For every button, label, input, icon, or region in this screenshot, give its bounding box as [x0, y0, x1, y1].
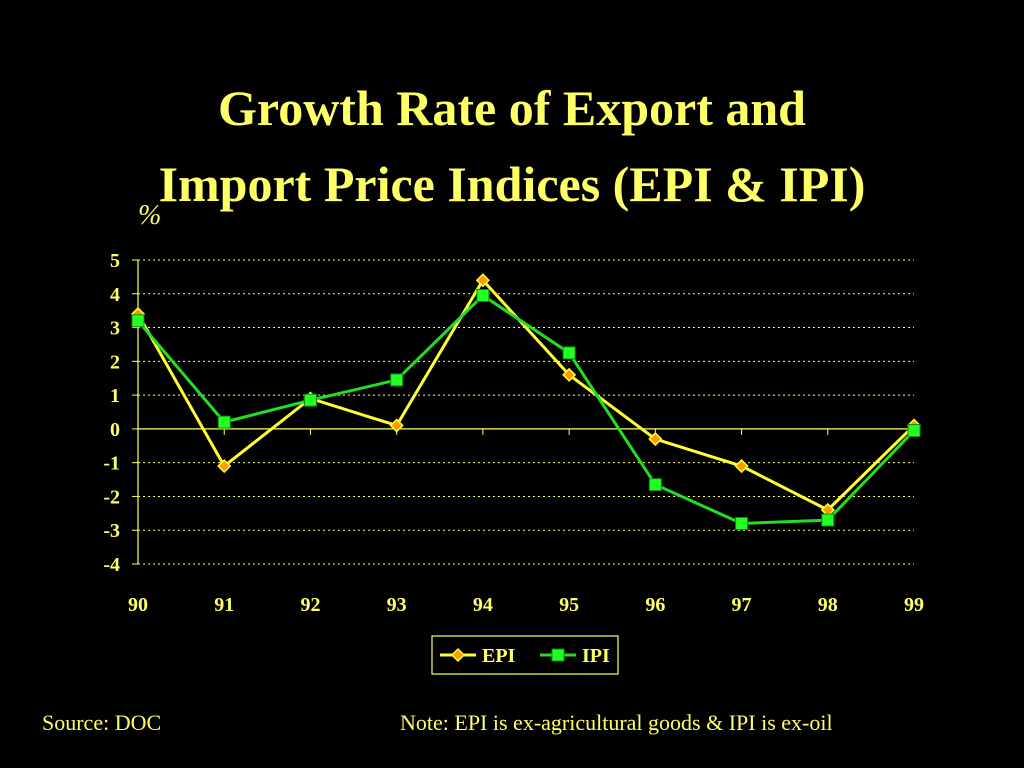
chart-title: Growth Rate of Export and Import Price I…	[0, 70, 1024, 222]
y-tick-label: 1	[110, 385, 120, 407]
data-point-ipi	[648, 478, 662, 492]
data-point-epi	[562, 367, 577, 382]
y-tick-label: -3	[103, 520, 120, 542]
source-text: Source: DOC	[42, 710, 162, 735]
data-point-ipi	[217, 415, 231, 429]
x-tick-label: 93	[387, 594, 407, 616]
data-point-ipi	[476, 288, 490, 302]
data-point-epi	[648, 431, 663, 447]
y-tick-label: 4	[110, 284, 120, 306]
x-tick-label: 94	[473, 594, 493, 616]
data-point-ipi	[390, 373, 404, 387]
legend-marker-epi	[450, 647, 466, 663]
data-point-epi	[217, 458, 232, 474]
data-point-ipi	[562, 346, 576, 360]
legend-label-epi: EPI	[482, 645, 516, 667]
x-tick-label: 98	[818, 594, 838, 616]
x-tick-label: 97	[732, 594, 752, 616]
data-point-ipi	[735, 516, 749, 530]
x-tick-label: 95	[559, 594, 579, 616]
legend-marker-ipi	[551, 648, 565, 662]
x-tick-label: 91	[214, 594, 234, 616]
y-tick-label: 5	[110, 250, 120, 272]
data-point-ipi	[907, 424, 921, 438]
data-point-epi	[475, 273, 490, 288]
series-line-epi	[136, 277, 916, 512]
y-unit-label: %	[138, 200, 162, 231]
title-line-2: Import Price Indices (EPI & IPI)	[158, 156, 866, 212]
y-tick-label: 2	[110, 351, 120, 373]
data-point-ipi	[303, 393, 317, 407]
y-tick-label: -4	[103, 554, 120, 576]
x-tick-label: 92	[300, 594, 320, 616]
note-text: Note: EPI is ex-agricultural goods & IPI…	[400, 710, 833, 735]
x-tick-label: 96	[645, 594, 665, 616]
title-line-1: Growth Rate of Export and	[218, 80, 806, 136]
data-point-epi	[734, 458, 749, 474]
series-line-ipi	[136, 293, 916, 525]
x-tick-label: 99	[904, 594, 924, 616]
y-tick-label: 3	[110, 318, 120, 340]
y-tick-label: -1	[103, 453, 120, 475]
y-tick-label: -2	[103, 486, 120, 508]
data-point-epi	[389, 418, 404, 433]
line-chart: 5 4 3 2 1 0 -1 -2 -3 -4 90 91 92 93 94 95 96 97 98 99 EPI IPI	[103, 250, 924, 675]
y-tick-label: 0	[110, 419, 120, 441]
data-point-ipi	[821, 513, 835, 527]
data-point-ipi	[131, 314, 145, 328]
legend-label-ipi: IPI	[582, 645, 610, 667]
x-tick-label: 90	[128, 594, 148, 616]
